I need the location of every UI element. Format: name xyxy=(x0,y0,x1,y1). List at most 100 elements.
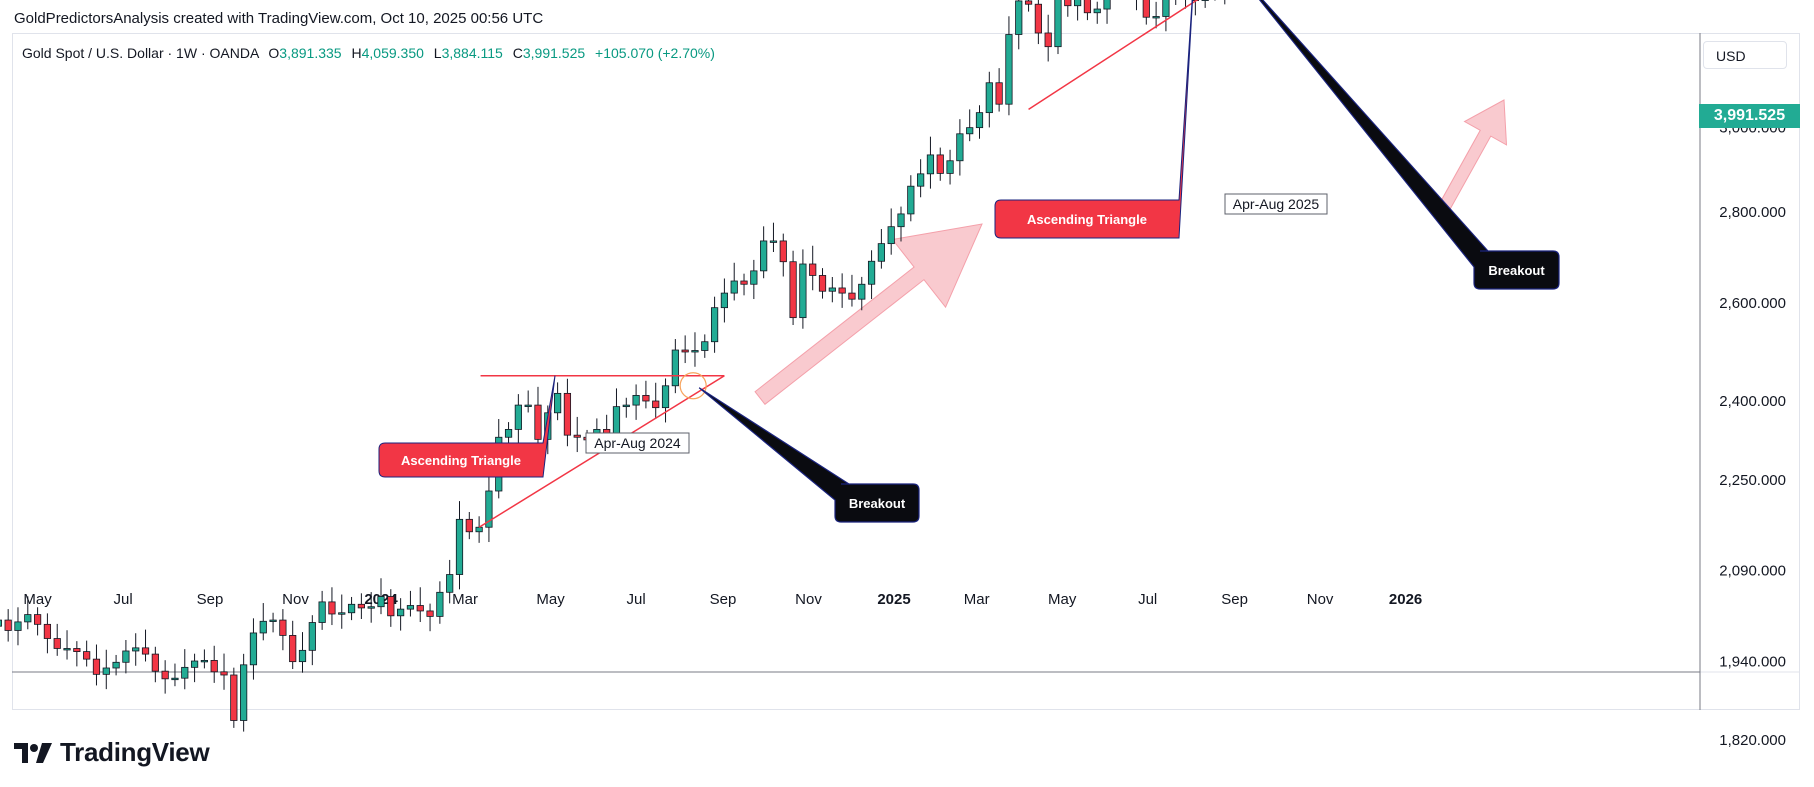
candle-body xyxy=(328,601,336,615)
candle xyxy=(43,613,52,654)
open-value: 3,891.335 xyxy=(279,45,342,61)
candle-body xyxy=(858,283,866,300)
callout-text: Breakout xyxy=(849,496,906,511)
time-tick-label: 2026 xyxy=(1389,591,1422,608)
candle-body xyxy=(73,648,81,652)
candle xyxy=(1083,0,1092,21)
candle-body xyxy=(877,243,885,262)
candle xyxy=(367,592,375,623)
candle xyxy=(926,136,935,189)
candle xyxy=(554,382,562,421)
candle xyxy=(426,603,434,632)
candle-body xyxy=(190,660,199,668)
candle xyxy=(397,598,405,631)
candle xyxy=(298,632,307,673)
candle xyxy=(446,559,454,604)
callout-shape xyxy=(1258,0,1560,290)
candle-body xyxy=(14,621,22,631)
candle-body xyxy=(220,671,228,676)
candle-body xyxy=(455,518,464,575)
tradingview-logo-icon xyxy=(14,742,52,763)
candle xyxy=(887,208,895,255)
candle xyxy=(681,335,689,364)
candle-body xyxy=(691,350,699,353)
candle xyxy=(524,390,532,413)
symbol-legend: Gold Spot / U.S. Dollar · 1W · OANDA O3,… xyxy=(22,45,715,61)
time-tick-label: 2025 xyxy=(877,591,910,608)
period-label-text: Apr-Aug 2025 xyxy=(1233,196,1320,212)
candle-body xyxy=(671,349,679,387)
candle-body xyxy=(377,596,385,608)
candle xyxy=(1201,0,1209,8)
candle xyxy=(632,384,640,420)
candle-body xyxy=(995,82,1003,105)
candle-body xyxy=(53,638,61,649)
candle xyxy=(230,667,238,728)
candle-body xyxy=(92,658,101,675)
candle-body xyxy=(504,428,513,438)
candle xyxy=(387,589,395,627)
candle xyxy=(750,259,758,300)
candle-body xyxy=(318,601,326,623)
candle xyxy=(809,245,817,291)
candle-body xyxy=(4,619,12,631)
candle-body xyxy=(357,603,365,609)
close-value: 3,991.525 xyxy=(522,45,586,61)
candle-body xyxy=(475,526,483,533)
price-tick-label: 1,940.000 xyxy=(1719,654,1786,671)
candle xyxy=(377,578,385,615)
currency-button[interactable]: USD xyxy=(1703,41,1787,69)
candle xyxy=(53,623,61,656)
candle-body xyxy=(710,307,719,343)
candle xyxy=(1175,0,1177,5)
price-tick-label: 2,250.000 xyxy=(1719,472,1786,489)
candle-body xyxy=(956,133,964,162)
candle-body xyxy=(661,385,670,409)
candle xyxy=(249,618,258,680)
time-axis[interactable]: MayJulSepNov2024MarMayJulSepNov2025MarMa… xyxy=(23,591,1422,608)
candle-body xyxy=(269,619,277,622)
candle-body xyxy=(308,622,316,651)
candle xyxy=(1162,0,1170,32)
candle xyxy=(1103,0,1111,24)
candle-body xyxy=(347,603,356,614)
candle-body xyxy=(141,647,150,655)
candle xyxy=(4,609,12,642)
candle-body xyxy=(730,280,738,294)
candle xyxy=(1224,0,1226,5)
candle-body xyxy=(799,263,807,319)
candle xyxy=(946,149,954,185)
candle-body xyxy=(554,392,562,414)
candle xyxy=(465,512,473,540)
price-tick-label: 1,820.000 xyxy=(1719,732,1786,749)
candle-body xyxy=(289,635,297,663)
candle xyxy=(318,590,326,630)
candle xyxy=(652,382,660,419)
candle-body xyxy=(83,651,91,660)
candle xyxy=(308,615,316,666)
candle xyxy=(200,649,208,669)
candle-body xyxy=(740,280,748,285)
candle-body xyxy=(240,664,248,721)
candle xyxy=(220,653,228,690)
candle xyxy=(33,607,42,636)
time-tick-label: May xyxy=(536,591,565,608)
candle-body xyxy=(652,400,660,409)
candle xyxy=(289,620,297,670)
candle xyxy=(455,501,464,590)
candles xyxy=(0,0,1226,732)
candle-body xyxy=(867,260,876,285)
breakout-marker xyxy=(679,372,707,400)
candle xyxy=(563,378,572,447)
symbol-title[interactable]: Gold Spot / U.S. Dollar · 1W · OANDA xyxy=(22,45,259,61)
candle xyxy=(867,250,876,300)
candle xyxy=(995,68,1003,112)
candle-body xyxy=(1005,34,1013,105)
candle-body xyxy=(1103,0,1111,10)
projection-arrow-2025 xyxy=(1434,99,1508,219)
candle xyxy=(877,229,885,269)
tradingview-logo[interactable]: TradingView xyxy=(14,737,210,768)
candle xyxy=(1135,0,1137,11)
candle xyxy=(259,603,267,641)
